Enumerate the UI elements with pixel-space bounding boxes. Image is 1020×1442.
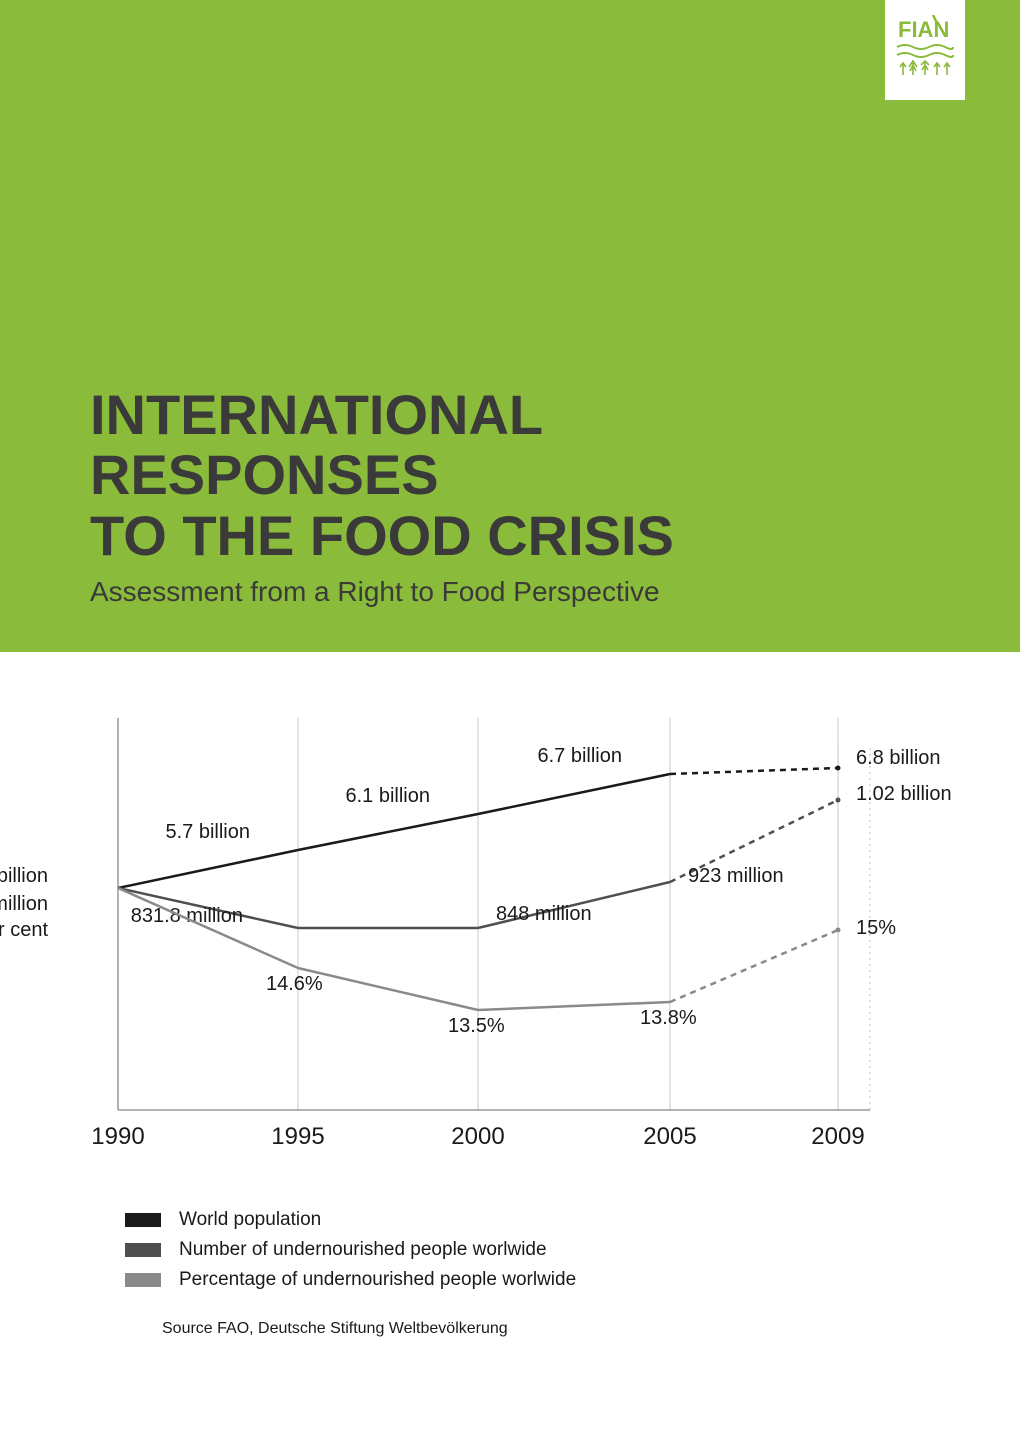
- svg-text:FIAN: FIAN: [898, 17, 949, 42]
- chart-data-label: 15%: [856, 917, 896, 939]
- title-line-3: TO THE FOOD CRISIS: [90, 506, 674, 566]
- x-axis-label: 2005: [643, 1123, 696, 1150]
- fian-logo-svg: FIAN: [895, 15, 955, 85]
- legend-item: Number of undernourished people worlwide: [125, 1235, 576, 1265]
- x-axis-label: 1990: [91, 1123, 144, 1150]
- legend-swatch: [125, 1243, 161, 1257]
- chart-data-label: 13.8%: [640, 1007, 697, 1029]
- chart-data-label: 1.02 billion: [856, 783, 952, 805]
- legend-label: Number of undernourished people worlwide: [179, 1239, 547, 1261]
- legend-label: Percentage of undernourished people worl…: [179, 1269, 576, 1291]
- legend-item: Percentage of undernourished people worl…: [125, 1265, 576, 1295]
- title-line-2: RESPONSES: [90, 445, 674, 505]
- source-text: Source FAO, Deutsche Stiftung Weltbevölk…: [162, 1320, 508, 1338]
- chart-data-label: 5.7 billion: [165, 821, 250, 843]
- headline-block: INTERNATIONAL RESPONSES TO THE FOOD CRIS…: [90, 385, 674, 608]
- x-axis-label: 1995: [271, 1123, 324, 1150]
- page-root: FIAN INTERNATIONAL RESPONSES TO THE FOOD…: [0, 0, 1020, 1442]
- chart-data-label: 848 million: [496, 903, 592, 925]
- legend-label: World population: [179, 1209, 321, 1231]
- chart-data-label: 841.9 million: [0, 893, 48, 915]
- legend-swatch: [125, 1273, 161, 1287]
- chart-data-label: 6.1 billion: [345, 785, 430, 807]
- chart-data-label: 831.8 million: [131, 905, 243, 927]
- chart-data-label: 14.6%: [266, 973, 323, 995]
- chart-data-label: 923 million: [688, 865, 784, 887]
- legend-swatch: [125, 1213, 161, 1227]
- main-title: INTERNATIONAL RESPONSES TO THE FOOD CRIS…: [90, 385, 674, 566]
- title-line-1: INTERNATIONAL: [90, 385, 674, 445]
- chart-area: 5.3 billion5.7 billion6.1 billion6.7 bil…: [50, 710, 970, 1170]
- chart-data-label: 6.7 billion: [537, 745, 622, 767]
- chart-svg: 5.3 billion5.7 billion6.1 billion6.7 bil…: [50, 710, 970, 1170]
- chart-data-label: 6.8 billion: [856, 747, 941, 769]
- legend-item: World population: [125, 1205, 576, 1235]
- x-axis-label: 2009: [811, 1123, 864, 1150]
- chart-data-label: 5.3 billion: [0, 865, 48, 887]
- x-axis-label: 2000: [451, 1123, 504, 1150]
- chart-data-label: 13.5%: [448, 1015, 505, 1037]
- chart-data-label: 15.9 Per cent: [0, 919, 48, 941]
- chart-legend: World population Number of undernourished…: [125, 1205, 576, 1295]
- subtitle: Assessment from a Right to Food Perspect…: [90, 576, 674, 608]
- fian-logo: FIAN: [885, 0, 965, 100]
